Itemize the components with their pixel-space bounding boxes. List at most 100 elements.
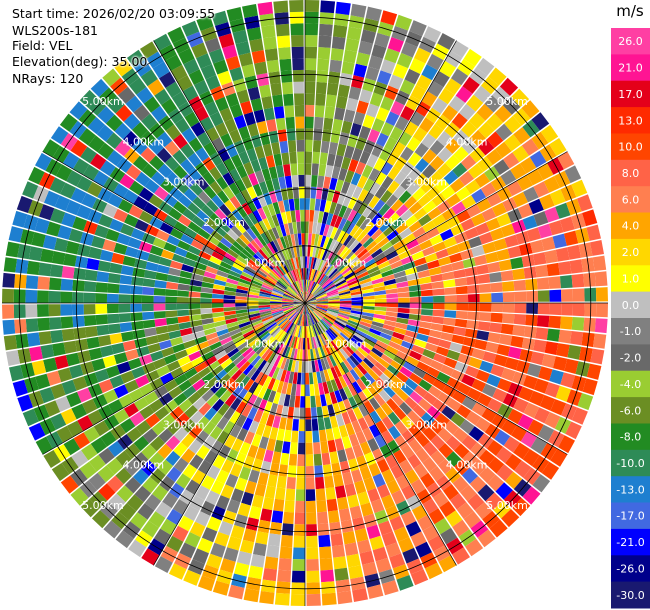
velocity-gate bbox=[83, 292, 96, 303]
velocity-gate bbox=[243, 588, 260, 603]
velocity-gate bbox=[92, 198, 108, 213]
velocity-gate bbox=[274, 329, 283, 340]
velocity-gate bbox=[164, 140, 180, 156]
velocity-gate bbox=[386, 298, 399, 303]
velocity-gate bbox=[522, 215, 538, 230]
velocity-gate bbox=[326, 343, 335, 355]
velocity-gate bbox=[399, 459, 413, 475]
velocity-gate bbox=[426, 227, 440, 239]
velocity-gate bbox=[470, 442, 487, 458]
velocity-gate bbox=[463, 48, 482, 67]
velocity-gate bbox=[294, 325, 299, 337]
velocity-gate bbox=[323, 282, 335, 291]
velocity-gate bbox=[279, 262, 288, 274]
velocity-gate bbox=[479, 293, 492, 303]
velocity-gate bbox=[461, 435, 478, 451]
velocity-gate bbox=[26, 260, 40, 275]
velocity-gate bbox=[290, 312, 299, 322]
velocity-gate bbox=[273, 153, 283, 167]
velocity-gate bbox=[416, 361, 430, 373]
velocity-gate bbox=[247, 394, 258, 407]
velocity-gate bbox=[235, 372, 247, 385]
velocity-gate bbox=[529, 390, 545, 407]
velocity-gate bbox=[476, 330, 490, 341]
velocity-gate bbox=[378, 203, 391, 216]
velocity-gate bbox=[561, 289, 573, 302]
velocity-gate bbox=[385, 454, 399, 469]
velocity-gate bbox=[369, 328, 382, 336]
velocity-gate bbox=[523, 186, 539, 203]
velocity-gate bbox=[571, 407, 588, 425]
velocity-gate bbox=[306, 512, 317, 525]
velocity-gate bbox=[153, 311, 166, 319]
velocity-gate bbox=[145, 335, 159, 346]
velocity-gate bbox=[220, 336, 233, 346]
velocity-gate bbox=[337, 313, 350, 320]
velocity-gate bbox=[395, 474, 410, 490]
velocity-gate bbox=[239, 252, 251, 262]
velocity-gate bbox=[393, 327, 407, 335]
velocity-gate bbox=[199, 90, 214, 106]
velocity-gate bbox=[131, 366, 146, 379]
velocity-gate bbox=[454, 277, 468, 287]
velocity-gate bbox=[315, 308, 326, 315]
velocity-gate bbox=[382, 324, 396, 332]
velocity-gate bbox=[429, 420, 444, 435]
velocity-gate bbox=[272, 268, 282, 279]
velocity-gate bbox=[476, 57, 495, 76]
velocity-gate bbox=[246, 262, 258, 272]
velocity-gate bbox=[558, 435, 575, 454]
velocity-gate bbox=[381, 494, 396, 510]
velocity-gate bbox=[331, 353, 340, 366]
velocity-gate bbox=[338, 375, 348, 388]
velocity-gate bbox=[475, 222, 490, 236]
velocity-gate bbox=[525, 314, 538, 327]
velocity-gate bbox=[261, 246, 271, 258]
velocity-gate bbox=[278, 249, 286, 262]
velocity-gate bbox=[311, 163, 319, 176]
velocity-gate bbox=[241, 202, 253, 215]
velocity-gate bbox=[323, 281, 334, 290]
velocity-gate bbox=[421, 64, 438, 81]
velocity-gate bbox=[345, 422, 356, 436]
velocity-gate bbox=[385, 194, 398, 208]
velocity-gate bbox=[536, 277, 550, 290]
velocity-gate bbox=[220, 484, 234, 499]
velocity-gate bbox=[386, 345, 399, 355]
velocity-gate bbox=[314, 288, 324, 297]
velocity-gate bbox=[393, 156, 407, 171]
velocity-gate bbox=[535, 327, 549, 340]
velocity-gate bbox=[379, 147, 392, 162]
velocity-gate bbox=[351, 212, 362, 225]
velocity-gate bbox=[469, 476, 487, 493]
velocity-gate bbox=[392, 331, 405, 341]
velocity-gate bbox=[242, 4, 258, 18]
velocity-gate bbox=[46, 370, 62, 386]
velocity-gate bbox=[200, 313, 213, 320]
velocity-gate bbox=[305, 299, 317, 303]
velocity-gate bbox=[196, 416, 210, 430]
velocity-gate bbox=[290, 270, 297, 282]
velocity-gate bbox=[31, 232, 46, 248]
velocity-gate bbox=[283, 511, 294, 525]
velocity-gate bbox=[305, 293, 313, 303]
velocity-gate bbox=[184, 405, 198, 419]
velocity-gate bbox=[337, 590, 353, 605]
velocity-gate bbox=[305, 291, 310, 303]
velocity-gate bbox=[433, 295, 445, 303]
velocity-gate bbox=[318, 274, 327, 285]
velocity-gate bbox=[129, 388, 144, 403]
velocity-gate bbox=[86, 181, 103, 198]
velocity-gate bbox=[283, 199, 290, 212]
velocity-gate bbox=[276, 380, 284, 394]
velocity-gate bbox=[316, 300, 329, 303]
range-ring-label: 2.00km bbox=[203, 378, 245, 391]
velocity-gate bbox=[336, 317, 348, 324]
velocity-gate bbox=[433, 303, 445, 310]
velocity-gate bbox=[435, 248, 449, 260]
velocity-gate bbox=[351, 296, 364, 301]
velocity-gate bbox=[326, 212, 334, 226]
velocity-gate bbox=[320, 140, 330, 154]
velocity-gate bbox=[347, 319, 360, 327]
velocity-gate bbox=[250, 159, 262, 173]
